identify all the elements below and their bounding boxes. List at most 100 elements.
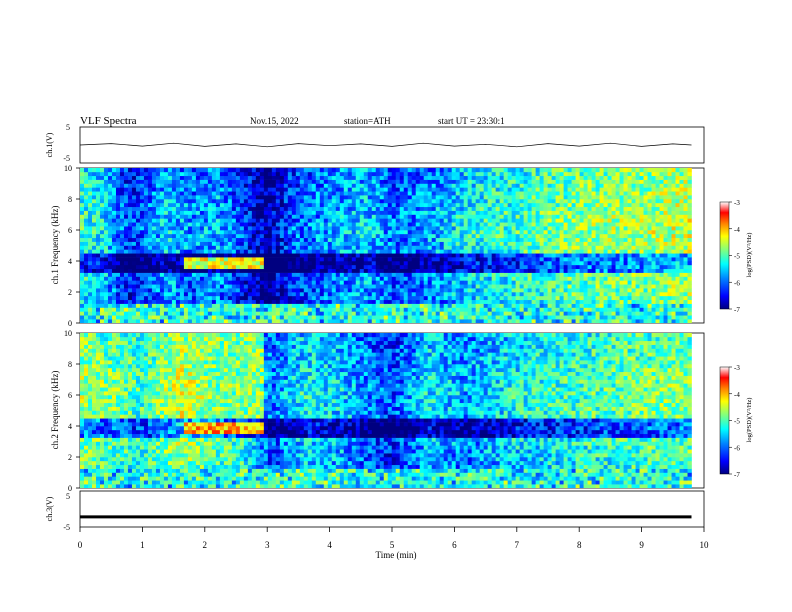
spectrogram-cell <box>95 179 101 184</box>
spectrogram-cell <box>355 268 361 273</box>
spectrogram-cell <box>91 303 97 308</box>
spectrogram-cell <box>399 191 405 196</box>
spectrogram-cell <box>563 253 568 258</box>
spectrogram-cell <box>131 191 137 196</box>
spectrogram-cell <box>307 315 313 320</box>
spectrogram-cell <box>259 307 265 312</box>
spectrogram-cell <box>287 195 293 200</box>
spectrogram-cell <box>231 257 237 262</box>
spectrogram-cell <box>363 288 369 293</box>
spectrogram-cell <box>371 307 377 312</box>
spectrogram-cell <box>423 245 429 250</box>
spectrogram-cell <box>379 195 385 200</box>
spectrogram-cell <box>287 299 293 304</box>
spectrogram-cell <box>147 226 153 231</box>
spectrogram-cell <box>463 171 468 177</box>
spectrogram-cell <box>439 299 445 304</box>
spectrogram-cell <box>299 295 305 301</box>
spectrogram-cell <box>311 264 317 270</box>
spectrogram-cell <box>203 183 209 188</box>
spectrogram-cell <box>191 268 197 273</box>
spectrogram-cell <box>355 292 361 297</box>
spectrogram-cell <box>239 299 245 304</box>
spectrogram-cell <box>543 218 548 223</box>
spectrogram-cell <box>239 187 245 192</box>
spectrogram-cell <box>247 292 253 297</box>
spectrogram-cell <box>567 249 572 254</box>
spectrogram-cell <box>367 264 373 270</box>
spectrogram-cell <box>291 315 297 320</box>
spectrogram-cell <box>191 171 197 177</box>
spectrogram-cell <box>127 183 133 188</box>
spectrogram-cell <box>463 295 468 301</box>
spectrogram-cell <box>211 218 217 223</box>
spectrogram-cell <box>311 214 317 219</box>
spectrogram-cell <box>403 195 409 200</box>
spectrogram-cell <box>107 245 113 250</box>
spectrogram-cell <box>367 276 373 281</box>
spectrogram-cell <box>379 307 385 312</box>
spectrogram-cell <box>251 191 257 196</box>
spectrogram-cell <box>471 245 476 250</box>
spectrogram-cell <box>251 261 257 266</box>
spectrogram-cell <box>519 303 524 308</box>
spectrogram-cell <box>227 199 233 204</box>
spectrogram-cell <box>411 210 417 215</box>
spectrogram-cell <box>187 175 193 180</box>
spectrogram-cell <box>575 237 580 242</box>
spectrogram-cell <box>551 303 556 308</box>
spectrogram-cell <box>351 226 357 231</box>
spectrogram-cell <box>343 206 349 211</box>
spectrogram-cell <box>515 237 520 242</box>
spectrogram-cell <box>315 319 321 323</box>
spectrogram-cell <box>235 299 241 304</box>
spectrogram-cell <box>479 202 484 208</box>
spectrogram-cell <box>287 268 293 273</box>
spectrogram-cell <box>319 222 325 227</box>
spectrogram-cell <box>471 168 476 173</box>
spectrogram-cell <box>359 288 365 293</box>
spectrogram-cell <box>471 303 476 308</box>
spectrogram-cell <box>519 179 524 184</box>
spectrogram-cell <box>467 175 472 180</box>
spectrogram-cell <box>303 222 309 227</box>
spectrogram-cell <box>499 292 504 297</box>
spectrogram-cell <box>503 272 508 277</box>
spectrogram-cell <box>275 292 281 297</box>
spectrogram-cell <box>187 210 193 215</box>
spectrogram-cell <box>223 284 229 289</box>
spectrogram-cell <box>175 195 181 200</box>
spectrogram-cell <box>223 222 229 227</box>
spectrogram-cell <box>355 187 361 192</box>
spectrogram-cell <box>523 233 528 239</box>
spectrogram-cell <box>571 199 576 204</box>
spectrogram-cell <box>203 253 209 258</box>
spectrogram-cell <box>527 261 532 266</box>
spectrogram-cell <box>335 241 341 246</box>
spectrogram-cell <box>171 195 177 200</box>
spectrogram-cell <box>80 195 85 200</box>
spectrogram-cell <box>387 171 393 177</box>
spectrogram-cell <box>567 233 572 239</box>
spectrogram-cell <box>563 218 568 223</box>
spectrogram-cell <box>167 210 173 215</box>
spectrogram-cell <box>187 218 193 223</box>
spectrogram-cell <box>267 261 273 266</box>
spectrogram-cell <box>283 261 289 266</box>
spectrogram-cell <box>559 307 564 312</box>
spectrogram-cell <box>103 168 109 173</box>
spectrogram-cell <box>551 191 556 196</box>
spectrogram-cell <box>563 245 568 250</box>
spectrogram-cell <box>127 292 133 297</box>
spectrogram-cell <box>383 187 389 192</box>
spectrogram-cell <box>291 183 297 188</box>
spectrogram-cell <box>559 183 564 188</box>
spectrogram-cell <box>419 218 425 223</box>
spectrogram-cell <box>391 195 397 200</box>
spectrogram-cell <box>427 191 433 196</box>
spectrogram-cell <box>371 191 377 196</box>
spectrogram-cell <box>111 183 117 188</box>
spectrogram-cell <box>303 230 309 235</box>
spectrogram-cell <box>547 179 552 184</box>
spectrogram-cell <box>131 299 137 304</box>
